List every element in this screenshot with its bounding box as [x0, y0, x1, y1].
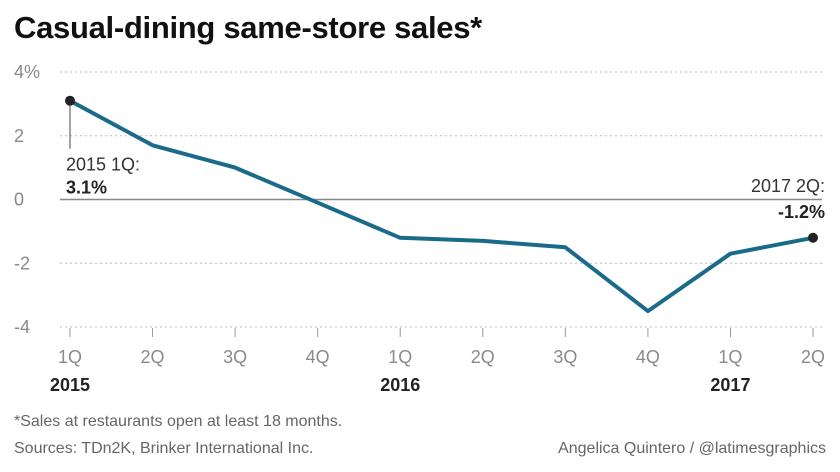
- x-tick-label: 3Q: [553, 347, 577, 367]
- footnote: *Sales at restaurants open at least 18 m…: [14, 413, 343, 430]
- annotation-label: 2017 2Q:: [751, 176, 825, 196]
- credit-note: Angelica Quintero / @latimesgraphics: [558, 440, 826, 457]
- annotation-dot: [65, 95, 75, 106]
- x-tick-label: 1Q: [388, 347, 412, 367]
- x-tick-label: 2Q: [471, 347, 495, 367]
- x-tick-label: 1Q: [58, 347, 82, 367]
- year-label: 2017: [710, 375, 750, 395]
- annotation-label: 2015 1Q:: [66, 155, 140, 175]
- annotations: 2015 1Q: 3.1% 2017 2Q: -1.2%: [65, 95, 825, 243]
- x-tick-label: 4Q: [636, 347, 660, 367]
- y-tick-label: 4%: [14, 62, 40, 82]
- annotation-value: -1.2%: [778, 202, 825, 222]
- x-tick-label: 2Q: [141, 347, 165, 367]
- x-tick-label: 3Q: [223, 347, 247, 367]
- x-tick-label: 2Q: [801, 347, 825, 367]
- annotation-value: 3.1%: [66, 178, 107, 198]
- year-label: 2015: [50, 375, 90, 395]
- x-tick-label: 4Q: [306, 347, 330, 367]
- sources-note: Sources: TDn2K, Brinker International In…: [14, 440, 314, 457]
- x-axis: 1Q 2Q 3Q 4Q 1Q 2Q 3Q 4Q 1Q 2Q 2015 2016 2017: [50, 328, 825, 395]
- x-tick-label: 1Q: [718, 347, 742, 367]
- chart-title: Casual-dining same-store sales*: [14, 10, 482, 45]
- y-tick-label: 2: [14, 126, 24, 146]
- gridlines: 4% 2 0 -2 -4: [14, 62, 822, 337]
- series-line-layer: [68, 98, 815, 314]
- year-label: 2016: [380, 375, 420, 395]
- annotation-dot: [808, 232, 818, 243]
- series-line: [68, 98, 815, 314]
- y-tick-label: -4: [14, 317, 30, 337]
- y-tick-label: -2: [14, 253, 30, 273]
- y-tick-label: 0: [14, 190, 24, 210]
